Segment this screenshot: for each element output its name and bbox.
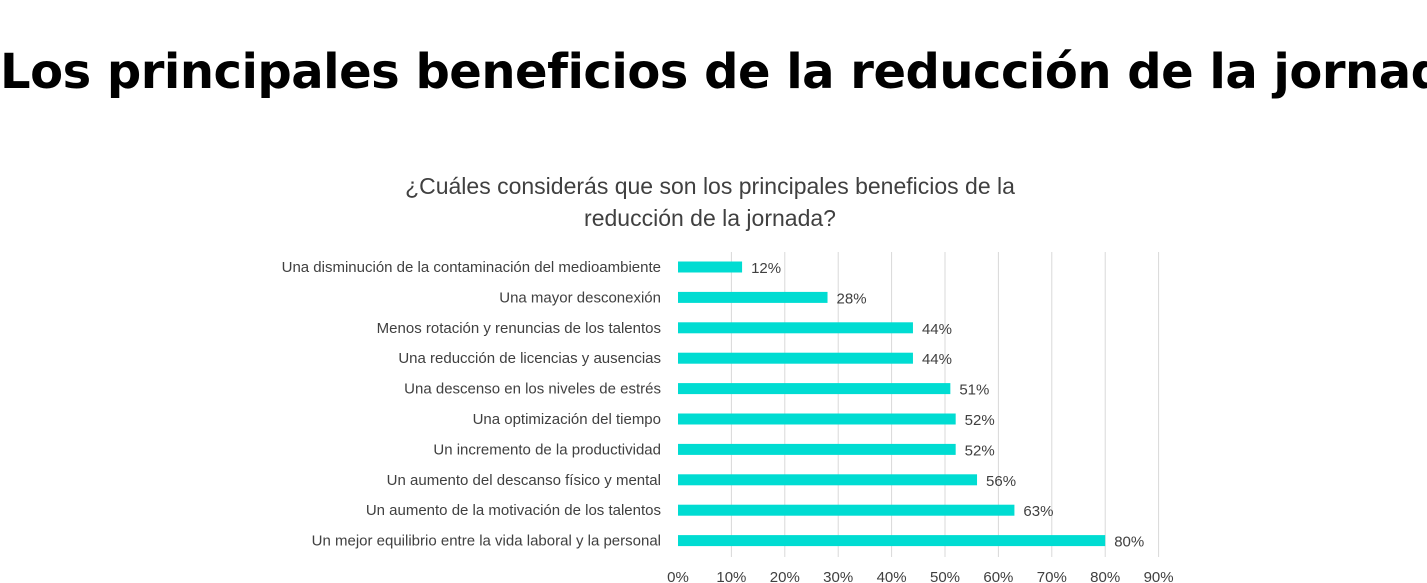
chart-title-line-1: ¿Cuáles considerás que son los principal… — [405, 173, 1015, 199]
bar — [678, 383, 951, 395]
category-label: Una descenso en los niveles de estrés — [404, 381, 661, 398]
x-tick-label: 10% — [716, 569, 746, 583]
bar — [678, 261, 743, 273]
data-label: 51% — [959, 382, 989, 399]
bar — [678, 291, 828, 303]
x-tick-label: 80% — [1090, 569, 1120, 583]
data-label: 52% — [965, 442, 995, 459]
x-tick-label: 40% — [877, 569, 907, 583]
bar — [678, 535, 1106, 547]
data-label: 80% — [1114, 534, 1144, 551]
category-label: Un mejor equilibrio entre la vida labora… — [312, 533, 661, 550]
x-tick-label: 90% — [1144, 569, 1174, 583]
bar — [678, 474, 978, 486]
data-label: 56% — [986, 473, 1016, 490]
category-label: Un aumento del descanso físico y mental — [387, 472, 661, 489]
bar — [678, 504, 1015, 516]
x-tick-label: 30% — [823, 569, 853, 583]
page-title: Los principales beneficios de la reducci… — [0, 44, 1427, 100]
data-label: 28% — [837, 290, 867, 307]
bar — [678, 322, 913, 334]
category-label: Un incremento de la productividad — [433, 441, 661, 458]
category-label: Una optimización del tiempo — [473, 411, 661, 428]
bar — [678, 413, 956, 425]
data-label: 44% — [922, 351, 952, 368]
category-label: Un aumento de la motivación de los talen… — [366, 502, 661, 519]
x-tick-label: 60% — [983, 569, 1013, 583]
data-label: 52% — [965, 412, 995, 429]
x-tick-label: 0% — [667, 569, 689, 583]
chart-title: ¿Cuáles considerás que son los principal… — [350, 170, 1070, 234]
x-tick-label: 70% — [1037, 569, 1067, 583]
chart-title-line-2: reducción de la jornada? — [584, 205, 836, 231]
x-tick-label: 20% — [770, 569, 800, 583]
category-label: Menos rotación y renuncias de los talent… — [377, 320, 661, 337]
data-label: 12% — [751, 260, 781, 277]
category-label: Una reducción de licencias y ausencias — [398, 350, 661, 367]
data-label: 44% — [922, 321, 952, 338]
data-label: 63% — [1023, 503, 1053, 520]
category-label: Una mayor desconexión — [499, 289, 661, 306]
bar — [678, 443, 956, 455]
category-label: Una disminución de la contaminación del … — [282, 259, 661, 276]
bar — [678, 352, 913, 364]
x-tick-label: 50% — [930, 569, 960, 583]
